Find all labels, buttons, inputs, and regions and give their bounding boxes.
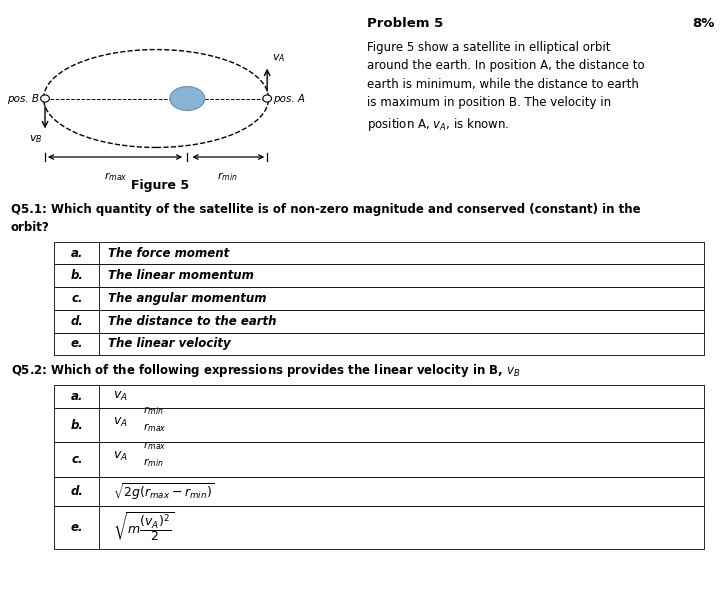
Bar [54,242,704,264]
Text: The force moment: The force moment [108,247,229,260]
Text: e.: e. [70,337,83,350]
Text: a.: a. [70,390,83,403]
Text: b.: b. [70,269,83,282]
Bar [54,264,704,287]
Text: The linear momentum: The linear momentum [108,269,254,282]
Text: Figure 5: Figure 5 [131,179,189,192]
Bar [54,287,704,310]
Text: pos. A: pos. A [273,94,305,103]
Ellipse shape [170,87,205,110]
Text: $r_{min}$: $r_{min}$ [217,170,237,183]
Text: $r_{max}$: $r_{max}$ [143,421,166,434]
Bar [54,385,704,408]
Text: c.: c. [71,453,83,466]
Text: $r_{min}$: $r_{min}$ [143,456,164,469]
Text: Figure 5 show a satellite in elliptical orbit
around the earth. In position A, t: Figure 5 show a satellite in elliptical … [367,41,644,133]
Text: The distance to the earth: The distance to the earth [108,315,277,328]
Text: d.: d. [70,315,83,328]
Text: b.: b. [70,418,83,432]
Text: c.: c. [71,292,83,305]
Text: d.: d. [70,485,83,498]
Text: Problem 5: Problem 5 [367,17,443,30]
Bar [54,477,704,506]
Bar [54,408,704,442]
Bar [54,333,704,355]
Text: e.: e. [70,521,83,534]
Text: 8%: 8% [693,17,715,30]
Text: $\sqrt{2g(r_{max}-r_{min})}$: $\sqrt{2g(r_{max}-r_{min})}$ [113,481,214,501]
Text: Q5.1: Which quantity of the satellite is of non-zero magnitude and conserved (co: Q5.1: Which quantity of the satellite is… [11,203,640,234]
Text: $r_{max}$: $r_{max}$ [143,439,166,452]
Text: $v_A$: $v_A$ [113,416,127,429]
Text: $\sqrt{m\dfrac{(v_A)^2}{2}}$: $\sqrt{m\dfrac{(v_A)^2}{2}}$ [113,510,174,544]
Text: The angular momentum: The angular momentum [108,292,266,305]
Bar [54,442,704,477]
Text: $r_{max}$: $r_{max}$ [105,170,128,183]
Text: $v_B$: $v_B$ [30,133,43,145]
Circle shape [41,95,49,102]
Circle shape [263,95,272,102]
Text: The linear velocity: The linear velocity [108,337,231,350]
Text: $r_{min}$: $r_{min}$ [143,405,164,417]
Text: pos. B: pos. B [7,94,39,103]
Bar [54,310,704,333]
Text: $v_A$: $v_A$ [113,450,127,463]
Text: a.: a. [70,247,83,260]
Bar [54,506,704,549]
Text: $v_A$: $v_A$ [113,390,127,403]
Text: Q5.2: Which of the following expressions provides the linear velocity in B, $v_B: Q5.2: Which of the following expressions… [11,362,521,379]
Text: $v_A$: $v_A$ [272,52,285,64]
